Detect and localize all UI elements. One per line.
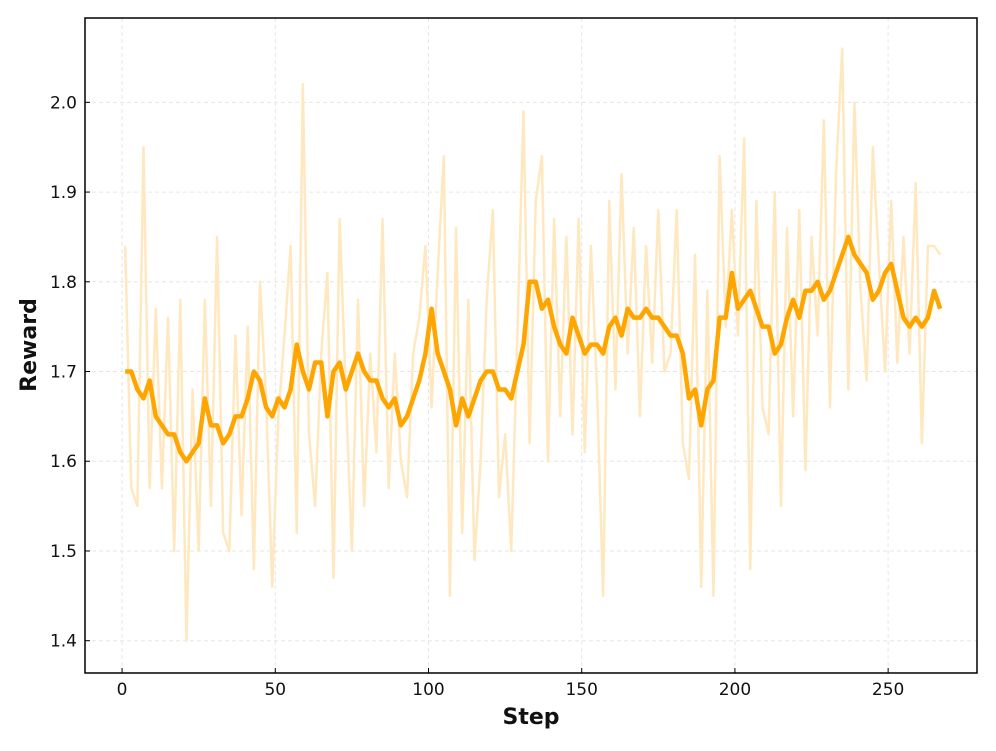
x-tick-label: 150 [565,680,597,700]
series-line [123,47,942,642]
x-tick-label: 200 [719,680,751,700]
y-tick-label: 1.8 [50,273,77,293]
series-line [125,234,943,464]
x-tick-label: 50 [264,680,286,700]
x-tick-label: 250 [872,680,904,700]
y-tick-label: 2.0 [50,93,77,113]
y-tick-label: 1.5 [50,542,77,562]
y-tick-label: 1.7 [50,363,77,383]
x-tick-label: 0 [117,680,128,700]
y-tick-label: 1.6 [50,452,77,472]
y-tick-label: 1.4 [50,632,77,652]
y-tick-label: 1.9 [50,183,77,203]
plot-frame [84,17,978,674]
y-axis-label: Reward [17,298,42,392]
x-tick-label: 100 [412,680,444,700]
x-axis-label: Step [502,705,559,730]
